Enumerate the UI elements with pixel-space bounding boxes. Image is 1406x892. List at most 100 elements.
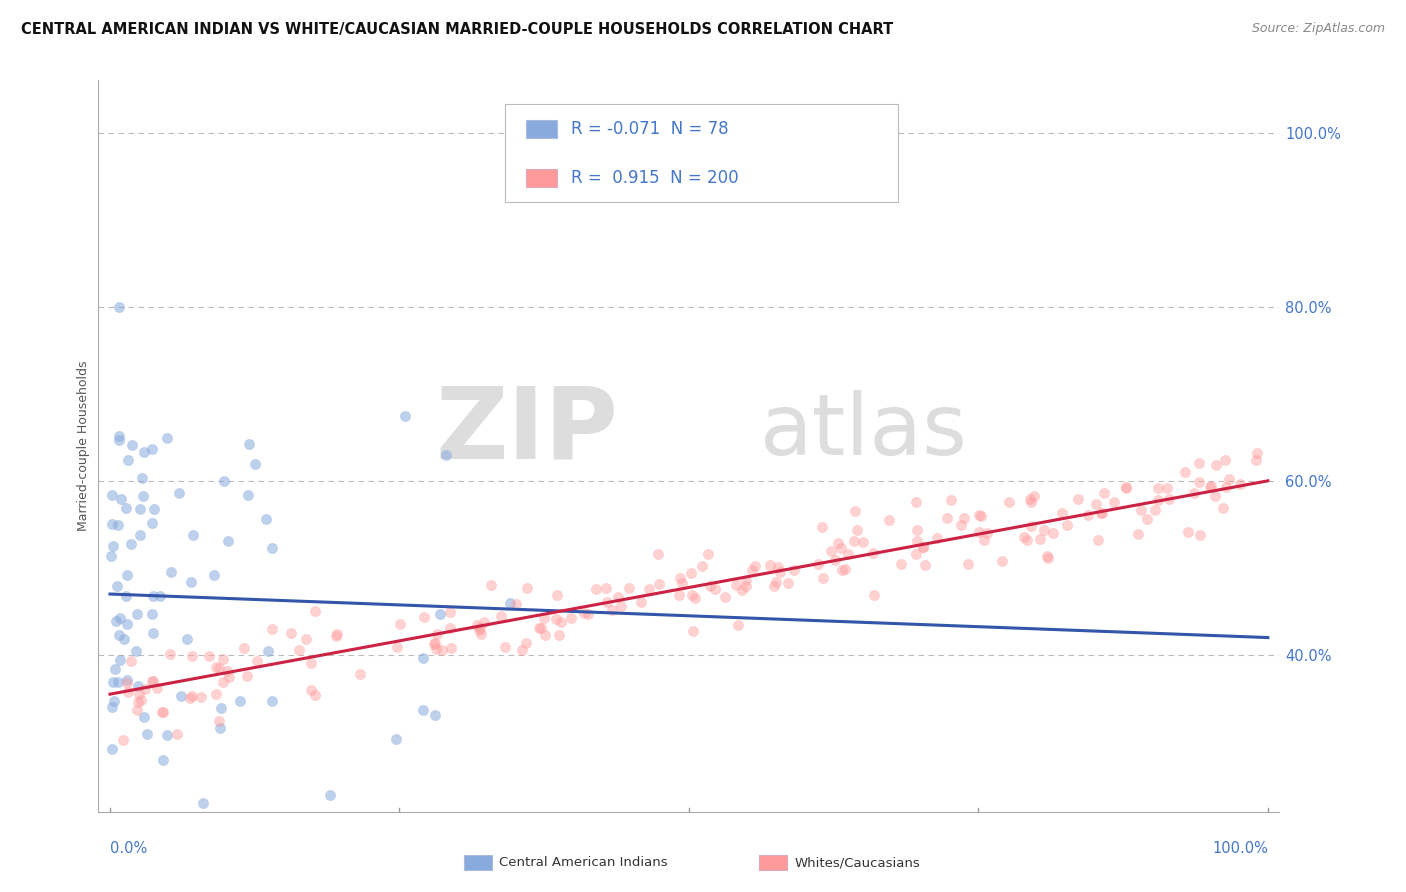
Point (842, 533, 865, 548)
Point (115, 617, 138, 632)
Point (198, 648, 221, 663)
Point (141, 516, 163, 530)
Point (515, 636, 537, 650)
Text: R =  0.915  N = 200: R = 0.915 N = 200 (571, 169, 738, 186)
Point (412, 703, 434, 717)
Point (830, 541, 852, 555)
Point (759, 558, 782, 572)
Point (190, 690, 212, 704)
Point (100, 549, 122, 563)
Point (544, 611, 567, 625)
Point (953, 511, 976, 525)
Point (243, 457, 266, 471)
Point (1115, 481, 1137, 495)
Point (202, 568, 225, 582)
Point (668, 588, 690, 602)
Point (100, 488, 122, 502)
Point (159, 647, 181, 661)
Point (1084, 497, 1107, 511)
Point (510, 643, 533, 657)
Point (166, 727, 188, 741)
Point (141, 674, 163, 689)
Point (877, 513, 900, 527)
Point (117, 568, 139, 582)
Point (111, 732, 134, 747)
Point (105, 579, 128, 593)
Point (129, 693, 152, 707)
Point (610, 599, 633, 613)
Point (479, 578, 502, 592)
Point (1029, 533, 1052, 547)
Point (141, 442, 163, 457)
Point (696, 547, 718, 561)
Point (120, 537, 142, 551)
Point (766, 560, 789, 574)
Point (863, 588, 886, 602)
Point (423, 707, 446, 722)
Point (1147, 481, 1170, 495)
Point (465, 618, 488, 632)
Point (1019, 495, 1042, 509)
Point (319, 788, 342, 802)
Point (1092, 486, 1115, 500)
Point (862, 546, 884, 560)
Point (1174, 465, 1197, 479)
Point (682, 624, 704, 638)
Point (647, 547, 669, 561)
Point (1188, 457, 1211, 471)
Point (101, 674, 124, 689)
Point (204, 687, 226, 701)
Point (950, 517, 973, 532)
Point (735, 573, 758, 587)
Point (811, 520, 834, 534)
Point (602, 603, 624, 617)
Point (121, 438, 143, 452)
Point (1126, 527, 1149, 541)
Point (1204, 490, 1226, 504)
Text: Whites/Caucasians: Whites/Caucasians (794, 856, 920, 869)
Point (179, 691, 201, 706)
Point (125, 644, 148, 658)
Point (1024, 489, 1046, 503)
Point (425, 627, 447, 641)
Point (572, 607, 595, 621)
Point (778, 576, 800, 591)
Point (1067, 491, 1090, 506)
Point (560, 611, 582, 625)
Point (585, 582, 607, 597)
Point (679, 566, 702, 580)
Point (731, 582, 754, 597)
Point (468, 623, 491, 637)
Point (973, 533, 995, 548)
Point (152, 705, 174, 719)
Point (1246, 445, 1268, 459)
Point (388, 616, 411, 631)
Point (619, 582, 641, 596)
Point (1052, 506, 1074, 520)
Point (394, 409, 416, 424)
Point (699, 579, 721, 593)
Point (607, 591, 630, 605)
Point (146, 681, 169, 695)
Point (127, 695, 149, 709)
Point (160, 565, 183, 579)
Point (115, 500, 138, 515)
Point (167, 486, 190, 500)
Point (152, 705, 174, 719)
Point (246, 654, 269, 668)
Point (208, 714, 231, 728)
Point (101, 699, 124, 714)
Point (236, 668, 259, 682)
Point (1212, 501, 1234, 516)
Point (548, 628, 571, 642)
Point (1115, 480, 1137, 494)
Point (1159, 492, 1181, 507)
Point (129, 528, 152, 542)
Text: ZIP: ZIP (436, 383, 619, 480)
Point (181, 528, 204, 542)
Point (115, 589, 138, 603)
Point (970, 508, 993, 523)
Point (1036, 549, 1059, 564)
Point (976, 525, 998, 540)
Point (727, 618, 749, 632)
